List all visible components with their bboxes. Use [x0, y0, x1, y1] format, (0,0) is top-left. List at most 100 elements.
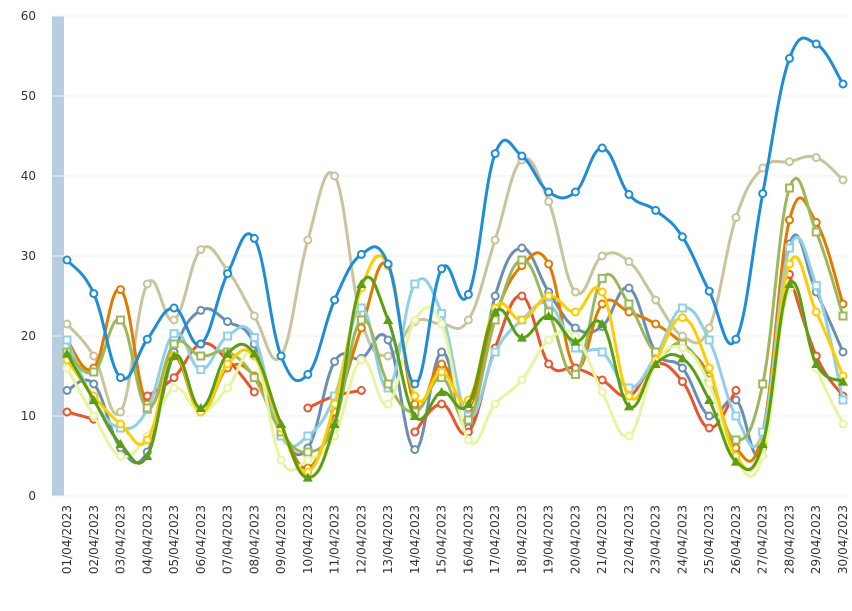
point: [516, 332, 527, 342]
point: [731, 411, 741, 421]
y-tick-label: 50: [21, 89, 36, 103]
x-tick-label: 08/04/2023: [247, 505, 261, 574]
point: [463, 315, 473, 325]
point: [88, 395, 99, 404]
point: [276, 419, 287, 428]
point: [490, 399, 500, 409]
point: [62, 407, 72, 417]
point: [784, 243, 794, 253]
point: [544, 197, 554, 207]
point: [597, 347, 607, 357]
point: [196, 245, 206, 255]
point: [437, 347, 447, 357]
point: [356, 315, 366, 325]
point: [249, 373, 259, 383]
y-tick-label: 40: [21, 169, 36, 183]
point: [517, 151, 527, 161]
point: [677, 363, 687, 373]
point: [597, 375, 607, 385]
point: [570, 369, 580, 379]
point: [543, 311, 554, 320]
point: [758, 379, 768, 389]
point: [356, 279, 367, 288]
point: [142, 403, 152, 413]
x-tick-label: 27/04/2023: [756, 505, 770, 574]
x-tick-label: 09/04/2023: [274, 505, 288, 574]
x-tick-label: 18/04/2023: [515, 505, 529, 574]
x-tick-label: 30/04/2023: [836, 505, 850, 574]
point: [651, 205, 661, 215]
x-tick-label: 14/04/2023: [408, 505, 422, 574]
point: [223, 317, 233, 327]
point: [490, 347, 500, 357]
point: [116, 315, 126, 325]
y-tick-label: 30: [21, 249, 36, 263]
point: [677, 232, 687, 242]
point: [437, 264, 447, 274]
point: [704, 423, 714, 433]
point: [116, 407, 126, 417]
y-tick-label: 10: [21, 409, 36, 423]
point: [624, 257, 634, 267]
point: [196, 365, 206, 375]
x-tick-label: 25/04/2023: [702, 505, 716, 574]
point: [437, 359, 447, 369]
point: [62, 335, 72, 345]
point: [838, 79, 848, 89]
point: [196, 305, 206, 315]
point: [89, 379, 99, 389]
point: [651, 295, 661, 305]
point: [62, 255, 72, 265]
point: [811, 227, 821, 237]
point: [838, 376, 848, 386]
point: [838, 347, 848, 357]
point: [223, 269, 233, 279]
point: [677, 353, 688, 363]
point: [383, 335, 393, 345]
point: [624, 299, 634, 309]
point: [223, 331, 233, 341]
point: [490, 307, 501, 316]
point: [142, 435, 152, 445]
point: [597, 287, 607, 297]
point: [597, 319, 608, 328]
point: [650, 359, 661, 368]
point: [89, 351, 99, 361]
point: [276, 455, 286, 465]
point: [704, 379, 714, 389]
point: [597, 143, 607, 153]
point: [116, 419, 126, 429]
point: [704, 395, 715, 404]
point: [169, 339, 179, 349]
point: [437, 319, 447, 329]
point: [195, 403, 206, 412]
point: [62, 385, 72, 395]
x-tick-label: 10/04/2023: [301, 505, 315, 574]
point: [570, 287, 580, 297]
point: [169, 351, 180, 360]
point: [303, 455, 313, 465]
x-tick-label: 22/04/2023: [622, 505, 636, 574]
x-tick-label: 06/04/2023: [194, 505, 208, 574]
point: [731, 334, 741, 344]
point: [784, 279, 795, 288]
point: [597, 273, 607, 283]
x-tick-label: 12/04/2023: [354, 505, 368, 574]
point: [704, 411, 714, 421]
point: [624, 431, 634, 441]
point: [677, 313, 687, 323]
point: [410, 279, 420, 289]
point: [62, 319, 72, 329]
point: [838, 419, 848, 429]
point: [196, 351, 206, 361]
point: [570, 336, 581, 346]
point: [356, 303, 366, 313]
point: [517, 375, 527, 385]
point: [784, 53, 794, 63]
point: [223, 383, 233, 393]
point: [463, 399, 474, 408]
point: [89, 289, 99, 299]
point: [116, 373, 126, 383]
point: [330, 171, 340, 181]
y-tick-label: 20: [21, 329, 36, 343]
